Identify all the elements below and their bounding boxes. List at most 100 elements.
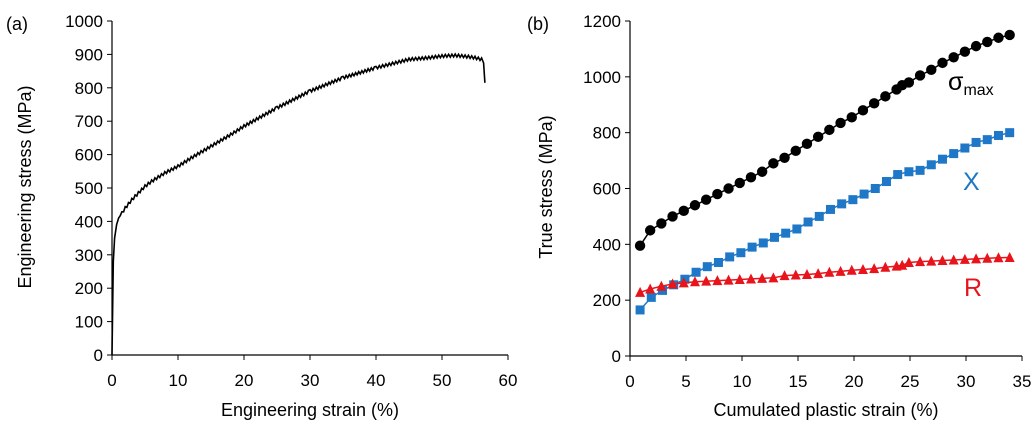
x-point — [893, 170, 903, 180]
sigma-max-point — [745, 172, 757, 183]
r-point — [689, 276, 700, 287]
sigma-max-point — [880, 91, 891, 102]
x-point — [646, 292, 656, 302]
r-point — [723, 274, 734, 285]
panel-b-ytick-label: 600 — [593, 180, 621, 199]
x-point — [747, 242, 757, 252]
stress-strain-curve — [111, 52, 486, 356]
r-point — [745, 273, 756, 284]
x-point — [926, 160, 936, 170]
x-point — [971, 137, 981, 147]
r-point — [701, 275, 712, 286]
r-point — [779, 270, 790, 281]
r-point — [971, 253, 982, 264]
sigma-max-line — [639, 34, 1010, 247]
x-point — [769, 232, 779, 242]
sigma-max-point — [634, 240, 646, 251]
sigma-max-point — [846, 112, 857, 123]
x-point — [915, 165, 925, 175]
sigma-max-point — [824, 124, 835, 136]
panel-a-ytick-label: 700 — [75, 112, 103, 131]
r-point — [937, 255, 948, 266]
panel-a-xtick-label: 50 — [433, 371, 452, 390]
x-point — [702, 262, 712, 272]
sigma-max-point — [914, 70, 926, 81]
panel-b-ytick-label: 1200 — [583, 12, 621, 31]
x-point — [713, 257, 723, 267]
x-point — [635, 305, 645, 315]
x-point — [937, 154, 947, 164]
panel-b-xlabel: Cumulated plastic strain (%) — [713, 400, 938, 420]
panel-a-ytick-label: 100 — [75, 313, 103, 332]
x-point — [814, 211, 824, 221]
panel-b-ytick-label: 200 — [593, 291, 621, 310]
sigma-max-point — [1004, 29, 1015, 41]
panel-a-xtick-label: 60 — [499, 371, 518, 390]
panel-a-ylabel: Engineering stress (MPa) — [15, 85, 35, 288]
x-point — [904, 167, 914, 177]
panel-a-xtick-label: 20 — [235, 371, 254, 390]
x-point — [982, 135, 992, 145]
r-point — [959, 253, 970, 264]
series-label-r: R — [964, 274, 982, 302]
panel-b-xtick-label: 0 — [625, 372, 634, 391]
r-point — [1004, 251, 1015, 262]
panel-b-xtick-label: 10 — [733, 372, 752, 391]
sigma-max-point — [644, 225, 656, 236]
sigma-max-point — [779, 152, 790, 163]
r-point — [926, 255, 937, 266]
x-point — [949, 149, 959, 159]
panel-b-ytick-label: 1000 — [583, 68, 621, 87]
r-point — [846, 264, 857, 275]
x-point — [758, 238, 768, 248]
x-point — [1005, 128, 1015, 138]
panel-b-ytick-label: 0 — [612, 347, 621, 366]
x-point — [803, 217, 813, 227]
r-point — [824, 266, 835, 277]
panel-a-label: (a) — [6, 14, 28, 34]
panel-b-ylabel: True stress (MPa) — [536, 115, 556, 258]
panel-a-xtick-label: 40 — [367, 371, 386, 390]
r-point — [813, 268, 824, 279]
sigma-max-point — [903, 77, 915, 88]
sigma-max-point — [959, 46, 971, 57]
panel-a-xlabel: Engineering strain (%) — [221, 400, 399, 420]
r-point — [757, 272, 768, 283]
panel-b-xtick-label: 30 — [957, 372, 976, 391]
panel-a-ytick-label: 500 — [75, 179, 103, 198]
sigma-max-point — [723, 183, 734, 194]
panel-a-xtick-label: 0 — [107, 371, 116, 390]
x-point — [825, 204, 835, 214]
x-point — [993, 130, 1003, 140]
panel-a-ytick-label: 300 — [75, 246, 103, 265]
r-point — [667, 278, 678, 289]
r-point — [915, 256, 926, 267]
r-point — [645, 283, 656, 294]
sigma-subscript: max — [963, 82, 993, 99]
sigma-max-point — [790, 145, 801, 157]
x-point — [881, 177, 891, 187]
sigma-max-point — [812, 131, 824, 143]
sigma-max-point — [700, 194, 712, 205]
sigma-max-point — [768, 158, 779, 169]
panel-a-ytick-label: 400 — [75, 212, 103, 231]
panel-b-xtick-label: 25 — [901, 372, 920, 391]
r-point — [635, 286, 646, 297]
sigma-max-point — [982, 36, 993, 48]
sigma-max-point — [868, 98, 880, 109]
x-point — [792, 224, 802, 234]
sigma-symbol: σ — [948, 68, 964, 96]
x-point — [870, 184, 880, 193]
r-point — [993, 252, 1004, 263]
panel-a-ytick-label: 600 — [75, 146, 103, 165]
sigma-max-point — [756, 166, 768, 177]
panel-a-ytick-label: 1000 — [65, 12, 103, 31]
r-point — [835, 265, 846, 276]
panel-b-ytick-label: 400 — [593, 235, 621, 254]
x-point — [960, 143, 970, 153]
x-line — [639, 131, 1010, 311]
sigma-max-point — [656, 218, 667, 229]
panel-a-ytick-label: 800 — [75, 79, 103, 98]
